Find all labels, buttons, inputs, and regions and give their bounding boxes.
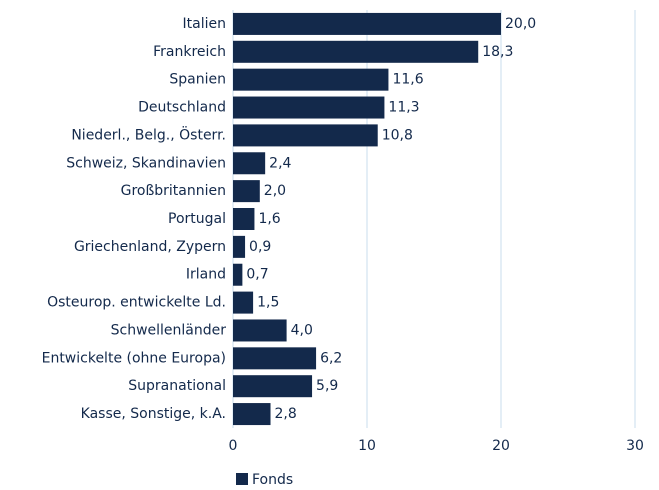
value-label: 0,9	[249, 239, 271, 255]
value-label: 6,2	[320, 350, 342, 366]
y-tick-label: Kasse, Sonstige, k.A.	[81, 406, 226, 422]
bar	[233, 68, 389, 91]
x-tick-label: 20	[492, 438, 510, 454]
bar	[233, 235, 246, 258]
value-label: 10,8	[382, 127, 413, 143]
bar	[233, 319, 287, 342]
bar	[233, 208, 255, 230]
value-label: 11,6	[392, 72, 423, 88]
legend-swatch	[236, 473, 248, 485]
y-tick-label: Deutschland	[138, 100, 226, 116]
bar	[233, 40, 479, 63]
value-label: 20,0	[505, 16, 536, 32]
value-label: 18,3	[482, 44, 513, 60]
bar	[233, 347, 317, 370]
y-tick-label: Osteurop. entwickelte Ld.	[47, 295, 226, 311]
bar	[233, 180, 260, 203]
y-tick-label: Schwellenländer	[111, 322, 227, 338]
bar	[233, 375, 313, 398]
value-label: 1,5	[257, 295, 279, 311]
x-tick-label: 10	[358, 438, 376, 454]
y-tick-label: Italien	[183, 16, 226, 32]
y-tick-label: Großbritannien	[121, 183, 226, 199]
y-tick-label: Supranational	[128, 378, 226, 394]
x-tick-label: 0	[229, 438, 238, 454]
bar	[233, 124, 378, 147]
y-tick-label: Niederl., Belg., Österr.	[71, 125, 226, 143]
y-tick-label: Irland	[186, 267, 226, 283]
bar	[233, 96, 385, 119]
bar	[233, 291, 254, 314]
bar	[233, 12, 501, 35]
value-label: 0,7	[246, 267, 268, 283]
y-tick-label: Frankreich	[153, 44, 226, 60]
y-tick-label: Portugal	[168, 211, 226, 227]
y-tick-label: Entwickelte (ohne Europa)	[42, 350, 226, 366]
x-tick-label: 30	[626, 438, 644, 454]
y-tick-label: Schweiz, Skandinavien	[66, 155, 226, 171]
value-label: 1,6	[258, 211, 280, 227]
value-label: 5,9	[316, 378, 338, 394]
bar	[233, 263, 243, 286]
value-label: 4,0	[291, 322, 313, 338]
bar	[233, 403, 271, 426]
y-tick-label: Griechenland, Zypern	[74, 239, 226, 255]
value-label: 2,0	[264, 183, 286, 199]
value-label: 11,3	[388, 100, 419, 116]
value-label: 2,8	[275, 406, 297, 422]
value-label: 2,4	[269, 155, 291, 171]
bar	[233, 152, 266, 175]
legend-label: Fonds	[252, 472, 293, 488]
y-tick-label: Spanien	[169, 72, 226, 88]
